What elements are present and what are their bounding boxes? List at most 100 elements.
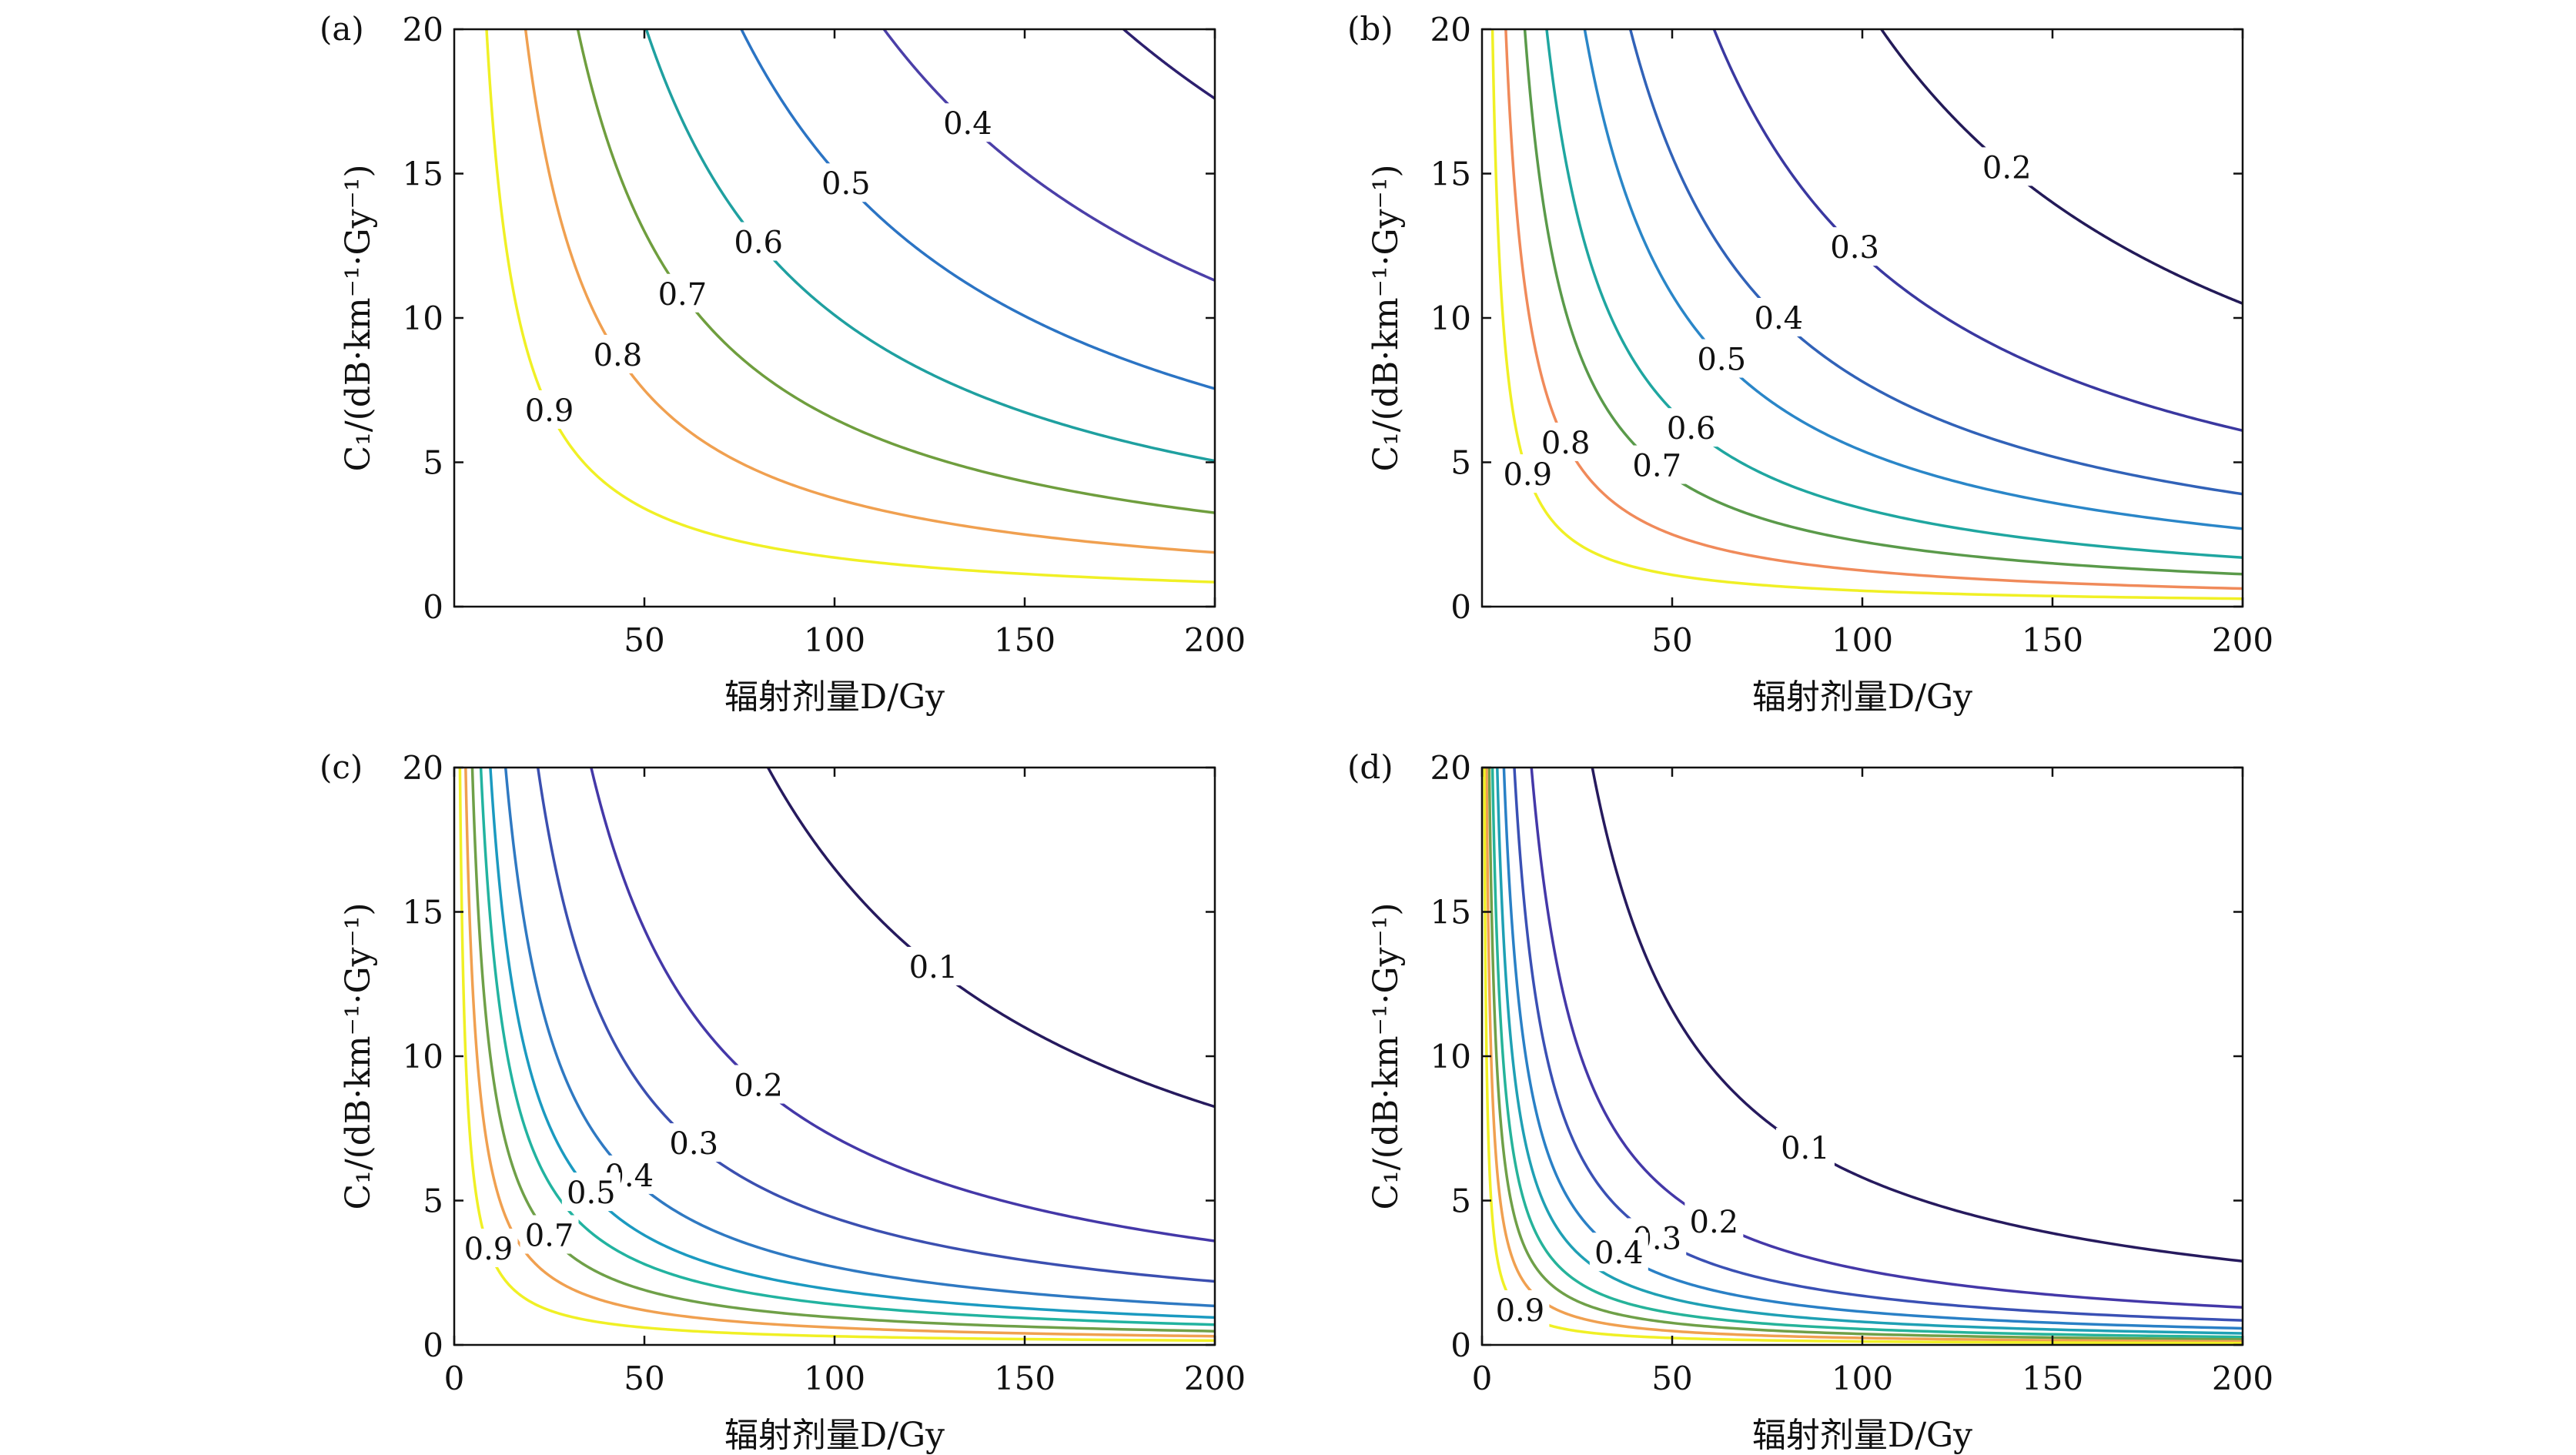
contour-label: 0.9 — [525, 393, 574, 429]
contour-label-bg — [588, 334, 647, 373]
x-tick-label: 0 — [444, 1360, 465, 1397]
x-tick-label: 100 — [804, 621, 865, 659]
panel-label: (b) — [1347, 10, 1393, 48]
y-tick-label: 15 — [403, 156, 443, 193]
x-axis-label: 辐射剂量D/Gy — [724, 1416, 945, 1455]
x-tick-label: 0 — [1472, 1360, 1493, 1397]
contour-line-09 — [1490, 29, 2243, 600]
y-axis-label: C₁/(dB·km⁻¹·Gy⁻¹) — [1367, 902, 1406, 1209]
x-tick-label: 150 — [2022, 621, 2083, 659]
contour-label-bg — [1749, 298, 1808, 336]
y-tick-label: 20 — [1430, 11, 1471, 48]
x-tick-label: 200 — [2212, 621, 2273, 659]
contour-label: 0.5 — [1697, 343, 1746, 378]
y-tick-label: 20 — [403, 11, 443, 48]
contour-lines — [485, 29, 1215, 584]
contour-line-08 — [1504, 29, 2243, 590]
contour-line-03 — [536, 768, 1215, 1283]
y-tick-label: 10 — [1430, 299, 1471, 337]
axes-frame — [453, 28, 1216, 608]
contour-label: 0.8 — [594, 338, 643, 373]
x-tick-label: 50 — [624, 1360, 664, 1397]
y-tick-label: 0 — [423, 588, 443, 626]
contour-label-bg — [561, 1172, 621, 1212]
contour-label: 0.2 — [734, 1069, 783, 1104]
axes-frame — [453, 766, 1216, 1346]
x-tick-label: 50 — [1651, 621, 1692, 659]
panel-label: (d) — [1347, 748, 1393, 786]
panel-c: 0.10.20.30.40.50.70.90 50 100 150 2000510152… — [319, 748, 1246, 1455]
contour-label: 0.3 — [1830, 230, 1879, 266]
contour-label: 0.7 — [658, 277, 708, 313]
contour-line-unlabeled-5 — [1490, 768, 2243, 1339]
contour-label: 0.5 — [821, 166, 871, 202]
contour-label: 0.1 — [909, 950, 958, 985]
contour-line-01 — [1591, 768, 2243, 1263]
contour-line-06 — [644, 29, 1215, 463]
contour-line-07 — [470, 768, 1215, 1333]
contour-label: 0.4 — [1594, 1236, 1644, 1271]
y-tick-label: 0 — [1450, 1326, 1471, 1364]
contour-label-bg — [729, 222, 788, 261]
y-tick-label: 5 — [1450, 1182, 1471, 1220]
x-tick-label: 150 — [2022, 1360, 2083, 1397]
x-axis-label: 辐射剂量D/Gy — [1752, 677, 1972, 717]
contour-label-bg — [1661, 408, 1721, 447]
contour-line-08 — [524, 29, 1215, 554]
panel-a: 0.4 0.5 0.6 0.7 0.8 0.9 50 100 150 200 0 5 10 15 20 (a)… — [319, 10, 1246, 717]
y-tick-label: 10 — [1430, 1038, 1471, 1075]
contour-line-01 — [766, 768, 1215, 1109]
contour-label: 0.4 — [1755, 301, 1804, 336]
y-tick-label: 10 — [403, 1038, 443, 1075]
contour-line-03 — [1121, 29, 1215, 100]
contour-label-bg — [816, 163, 875, 202]
x-tick-label: 100 — [804, 1360, 865, 1397]
contour-line-02 — [1879, 29, 2243, 305]
contour-line-05 — [740, 29, 1215, 390]
contour-label-bg — [1589, 1233, 1648, 1272]
panel-d: 0.10.20.30.40.90 50 100 150 20005101520(d)辐射… — [1347, 748, 2273, 1455]
y-tick-label: 15 — [1430, 894, 1471, 932]
contour-line-03 — [1712, 29, 2243, 432]
contour-label: 0.7 — [1632, 449, 1681, 484]
contour-label-bg — [1628, 445, 1687, 484]
contour-label-bg — [1490, 1290, 1550, 1329]
y-tick-label: 5 — [423, 1182, 443, 1220]
contour-line-09 — [458, 768, 1215, 1343]
x-tick-label: 100 — [1832, 621, 1893, 659]
panel-b: 0.20.30.40.50.60.70.80.950 100 150 20005101… — [1347, 10, 2273, 717]
contour-label-bg — [520, 390, 579, 429]
contour-label-bg — [664, 1123, 724, 1162]
contour-line-04 — [882, 29, 1215, 282]
contour-label-bg — [520, 1215, 579, 1254]
contour-label: 0.2 — [1690, 1205, 1739, 1240]
y-tick-label: 15 — [403, 894, 443, 932]
y-tick-label: 15 — [1430, 156, 1471, 193]
contour-line-04 — [1628, 29, 2243, 496]
contour-label: 0.9 — [1503, 457, 1552, 493]
y-axis-label: C₁/(dB·km⁻¹·Gy⁻¹) — [339, 902, 378, 1209]
contour-label-bg — [938, 103, 997, 142]
x-tick-label: 200 — [1184, 621, 1246, 659]
contour-label: 0.4 — [943, 106, 992, 142]
contour-line-09 — [485, 29, 1215, 584]
contour-label-bg — [1825, 227, 1885, 266]
y-axis-label: C₁/(dB·km⁻¹·Gy⁻¹) — [339, 164, 378, 471]
contour-label: 0.7 — [525, 1219, 574, 1254]
contour-label-bg — [1977, 147, 2036, 186]
contour-label: 0.6 — [1667, 411, 1716, 447]
contour-line-07 — [1523, 29, 2243, 576]
contour-label: 0.9 — [1496, 1293, 1545, 1329]
axes-frame — [1480, 28, 2244, 608]
contour-label-bg — [1775, 1128, 1835, 1167]
contour-label-bg — [1498, 454, 1557, 493]
x-axis-label: 辐射剂量D/Gy — [724, 677, 945, 717]
contour-label: 0.5 — [567, 1176, 616, 1211]
contour-line-02 — [1530, 768, 2243, 1309]
y-tick-label: 20 — [403, 749, 443, 787]
contour-line-05 — [1583, 29, 2243, 530]
contour-label-bg — [904, 946, 963, 985]
panel-label: (a) — [319, 10, 364, 48]
x-tick-label: 200 — [2212, 1360, 2273, 1397]
contour-label: 0.2 — [1982, 150, 2032, 186]
